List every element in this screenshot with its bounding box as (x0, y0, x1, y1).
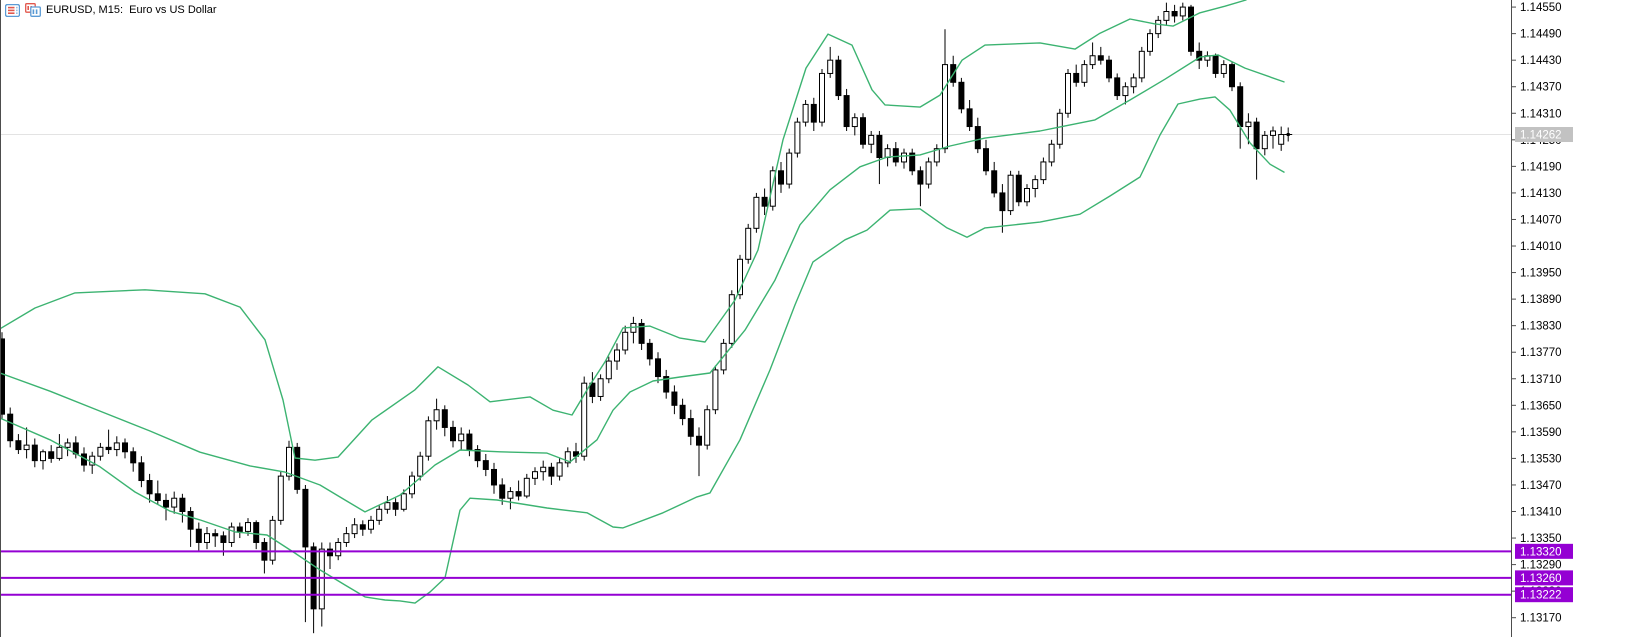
level-price-badge: 1.13222 (1515, 587, 1573, 603)
axis-tick-label: 1.14490 (1520, 29, 1562, 41)
quotes-list-icon[interactable] (5, 3, 20, 17)
axis-tick-label: 1.14430 (1520, 55, 1562, 67)
axis-tick-label: 1.14190 (1520, 161, 1562, 173)
axis-tick-label: 1.14130 (1520, 188, 1562, 200)
svg-text:1.14262: 1.14262 (1520, 130, 1562, 142)
axis-tick-label: 1.14550 (1520, 2, 1562, 14)
horizontal-line-objects (0, 550, 1511, 596)
axis-tick-label: 1.13470 (1520, 480, 1562, 492)
current-price-badge: 1.14262 (1515, 127, 1573, 143)
svg-text:1.13320: 1.13320 (1520, 546, 1562, 558)
axis-tick-label: 1.13530 (1520, 453, 1562, 465)
candles-layer (0, 2, 1285, 634)
bollinger-upper-line (0, 0, 1247, 461)
axis-tick-label: 1.13890 (1520, 294, 1562, 306)
chart-header: EURUSD, M15: Euro vs US Dollar (5, 3, 217, 17)
axis-tick-label: 1.13830 (1520, 321, 1562, 333)
svg-text:1.13260: 1.13260 (1520, 573, 1562, 585)
last-price-marker (1284, 127, 1293, 142)
axis-tick-label: 1.13650 (1520, 400, 1562, 412)
bollinger-middle-line (0, 54, 1285, 513)
charts-icon[interactable] (25, 3, 41, 17)
price-axis[interactable]: 1.14550 1.14490 1.14430 1.14370 1.14310 1.142… (1511, 0, 1574, 637)
axis-tick-label: 1.13410 (1520, 507, 1562, 519)
axis-tick-label: 1.14370 (1520, 82, 1562, 94)
axis-tick-label: 1.13770 (1520, 347, 1562, 359)
axis-tick-label: 1.14010 (1520, 241, 1562, 253)
axis-tick-label: 1.14070 (1520, 214, 1562, 226)
level-price-badge: 1.13260 (1515, 570, 1573, 586)
bollinger-lower-line (0, 96, 1285, 604)
axis-tick-label: 1.13170 (1520, 613, 1562, 625)
axis-tick-label: 1.13590 (1520, 427, 1562, 439)
svg-text:1.13222: 1.13222 (1520, 590, 1562, 602)
level-price-badge: 1.13320 (1515, 543, 1573, 559)
axis-tick-label: 1.13350 (1520, 533, 1562, 545)
axis-tick-label: 1.14310 (1520, 108, 1562, 120)
chart-title: EURUSD, M15: Euro vs US Dollar (46, 3, 217, 16)
axis-tick-label: 1.13950 (1520, 268, 1562, 280)
axis-tick-label: 1.13290 (1520, 560, 1562, 572)
axis-tick-label: 1.13710 (1520, 374, 1562, 386)
